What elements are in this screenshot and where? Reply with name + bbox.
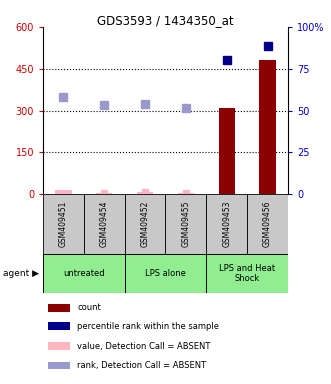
Text: LPS alone: LPS alone [145,269,186,278]
Bar [218,108,235,194]
Bar [125,194,166,254]
Bar [137,192,153,194]
Text: GSM409451: GSM409451 [59,201,68,247]
Bar [55,190,71,194]
Text: agent ▶: agent ▶ [3,269,39,278]
Bar [206,194,247,254]
Bar [206,254,288,293]
Bar [43,194,84,254]
Text: count: count [77,303,101,312]
Text: rank, Detection Call = ABSENT: rank, Detection Call = ABSENT [77,361,207,370]
Text: GSM409452: GSM409452 [141,201,150,247]
Text: untreated: untreated [63,269,105,278]
Text: GSM409454: GSM409454 [100,201,109,247]
Bar [43,254,125,293]
Bar [48,323,70,330]
Bar [247,194,288,254]
Bar [125,254,206,293]
Text: LPS and Heat
Shock: LPS and Heat Shock [219,263,275,283]
Bar [48,362,70,369]
Title: GDS3593 / 1434350_at: GDS3593 / 1434350_at [97,14,234,27]
Bar [84,194,125,254]
Bar [96,193,113,194]
Bar [166,194,206,254]
Text: value, Detection Call = ABSENT: value, Detection Call = ABSENT [77,342,211,351]
Text: GSM409456: GSM409456 [263,201,272,247]
Text: percentile rank within the sample: percentile rank within the sample [77,322,219,331]
Bar [178,193,194,194]
Bar [48,304,70,311]
Bar [48,343,70,350]
Text: GSM409453: GSM409453 [222,201,231,247]
Bar [260,60,276,194]
Text: GSM409455: GSM409455 [181,201,190,247]
